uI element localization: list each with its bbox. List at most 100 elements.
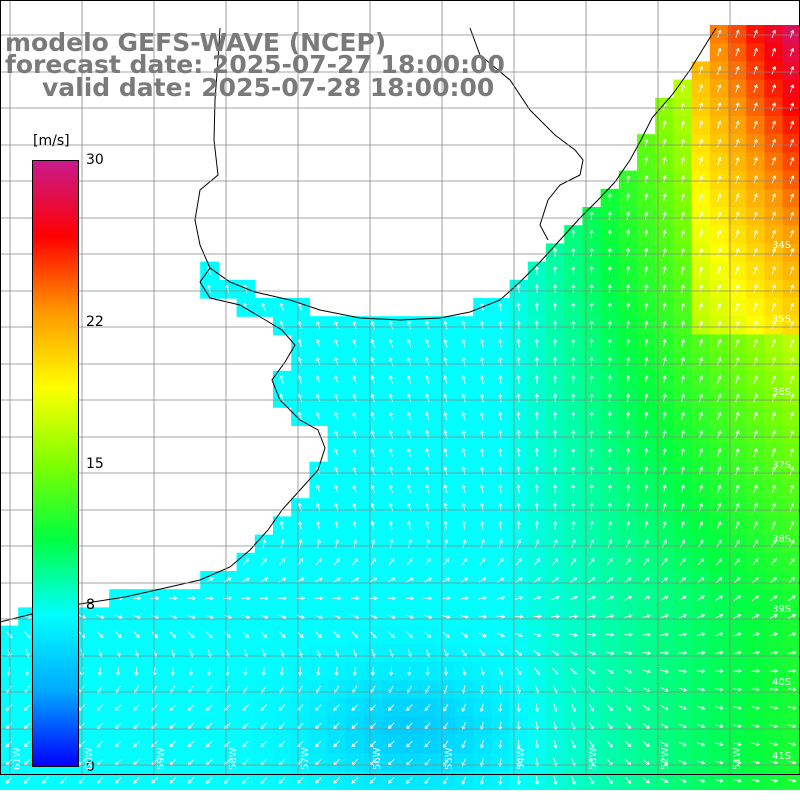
wind-arrow bbox=[388, 320, 394, 330]
wind-arrow bbox=[607, 393, 612, 403]
wind-arrow bbox=[479, 393, 485, 403]
wind-arrow bbox=[769, 778, 779, 783]
wind-arrow bbox=[678, 650, 688, 655]
wind-arrow bbox=[552, 411, 558, 421]
wind-arrow bbox=[751, 595, 760, 601]
wind-arrow bbox=[626, 229, 631, 239]
wind-arrow bbox=[771, 29, 777, 39]
wind-arrow bbox=[496, 614, 506, 619]
wind-arrow bbox=[516, 484, 521, 494]
wind-arrow bbox=[516, 466, 521, 475]
wind-arrow bbox=[187, 631, 195, 639]
wind-arrow bbox=[607, 375, 612, 384]
wind-arrow bbox=[607, 284, 612, 293]
forecast-date: forecast date: 2025-07-27 18:00:00 bbox=[5, 50, 505, 79]
wind-arrow bbox=[97, 667, 103, 676]
wind-arrow bbox=[644, 138, 649, 148]
wind-arrow bbox=[735, 156, 740, 166]
wind-arrow bbox=[534, 558, 540, 566]
longitude-label: 57W bbox=[300, 747, 311, 770]
wind-arrow bbox=[644, 265, 649, 275]
wind-arrow bbox=[224, 777, 231, 784]
wind-arrow bbox=[370, 558, 376, 566]
wind-arrow bbox=[771, 393, 777, 403]
wind-arrow bbox=[662, 302, 667, 312]
wind-arrow bbox=[733, 723, 742, 729]
wind-arrow bbox=[587, 632, 597, 637]
wind-arrow bbox=[407, 648, 412, 658]
wind-arrow bbox=[624, 704, 632, 711]
wind-arrow bbox=[680, 193, 685, 202]
wind-arrow bbox=[170, 667, 175, 676]
wind-arrow bbox=[535, 703, 540, 713]
wind-arrow bbox=[642, 741, 650, 747]
wind-arrow bbox=[552, 484, 558, 494]
wind-arrow bbox=[5, 704, 13, 711]
wind-arrow bbox=[260, 722, 268, 730]
wind-arrow bbox=[206, 284, 212, 293]
wind-arrow bbox=[534, 320, 539, 330]
wind-arrow bbox=[534, 466, 539, 475]
wind-arrow bbox=[770, 576, 778, 584]
wind-arrow bbox=[498, 466, 503, 475]
wind-arrow bbox=[571, 484, 576, 494]
wind-arrow bbox=[660, 650, 670, 656]
wind-arrow bbox=[697, 558, 704, 566]
wind-arrow bbox=[699, 284, 704, 293]
wind-arrow bbox=[552, 558, 558, 566]
wind-arrow bbox=[534, 520, 539, 530]
wind-arrow bbox=[334, 411, 339, 421]
wind-arrow bbox=[589, 247, 594, 257]
wind-arrow bbox=[333, 558, 340, 566]
wind-arrow bbox=[789, 466, 795, 475]
colorbar-tick-label: 15 bbox=[86, 455, 104, 472]
latitude-label: 38S bbox=[772, 534, 792, 545]
wind-arrow bbox=[534, 484, 539, 494]
wind-arrow bbox=[259, 596, 269, 601]
wind-arrow bbox=[571, 703, 576, 712]
wind-arrow bbox=[388, 484, 394, 494]
wind-arrow bbox=[388, 411, 394, 421]
wind-arrow bbox=[260, 614, 269, 620]
wind-arrow bbox=[242, 704, 249, 711]
wind-arrow bbox=[205, 577, 214, 583]
wind-arrow bbox=[680, 393, 685, 403]
longitude-label: 53W bbox=[588, 747, 599, 770]
wind-arrow bbox=[589, 520, 594, 530]
wind-arrow bbox=[352, 667, 357, 676]
wind-arrow bbox=[587, 651, 596, 656]
wind-arrow bbox=[334, 338, 339, 348]
wind-arrow bbox=[407, 667, 412, 676]
wind-arrow bbox=[370, 320, 375, 330]
wind-arrow bbox=[461, 520, 466, 530]
wind-arrow bbox=[370, 393, 375, 403]
wind-arrow bbox=[42, 777, 49, 784]
wind-arrow bbox=[534, 667, 540, 675]
wind-arrow bbox=[406, 740, 413, 748]
wind-arrow bbox=[479, 411, 485, 421]
coastline bbox=[0, 27, 717, 623]
wind-arrow bbox=[114, 704, 122, 711]
wind-arrow bbox=[461, 447, 466, 457]
latitude-label: 39S bbox=[772, 604, 792, 615]
wind-arrow bbox=[388, 520, 394, 530]
wind-arrow bbox=[424, 740, 431, 748]
wind-arrow bbox=[678, 705, 687, 711]
wind-arrow bbox=[479, 466, 485, 475]
wind-arrow bbox=[753, 320, 758, 330]
wind-arrow bbox=[169, 777, 177, 784]
wind-arrow bbox=[771, 247, 777, 257]
wind-arrow bbox=[205, 614, 214, 620]
wind-arrow bbox=[370, 520, 375, 530]
wind-arrow bbox=[662, 120, 667, 130]
wind-arrow bbox=[571, 229, 576, 239]
wind-arrow bbox=[733, 705, 742, 710]
wind-arrow bbox=[589, 411, 594, 421]
wind-arrow bbox=[662, 174, 667, 184]
wind-arrow bbox=[662, 484, 667, 494]
wind-arrow bbox=[241, 614, 251, 620]
wind-arrow bbox=[626, 466, 631, 475]
wind-arrow bbox=[533, 650, 541, 656]
wind-arrow bbox=[662, 211, 667, 221]
wind-arrow bbox=[660, 777, 669, 783]
